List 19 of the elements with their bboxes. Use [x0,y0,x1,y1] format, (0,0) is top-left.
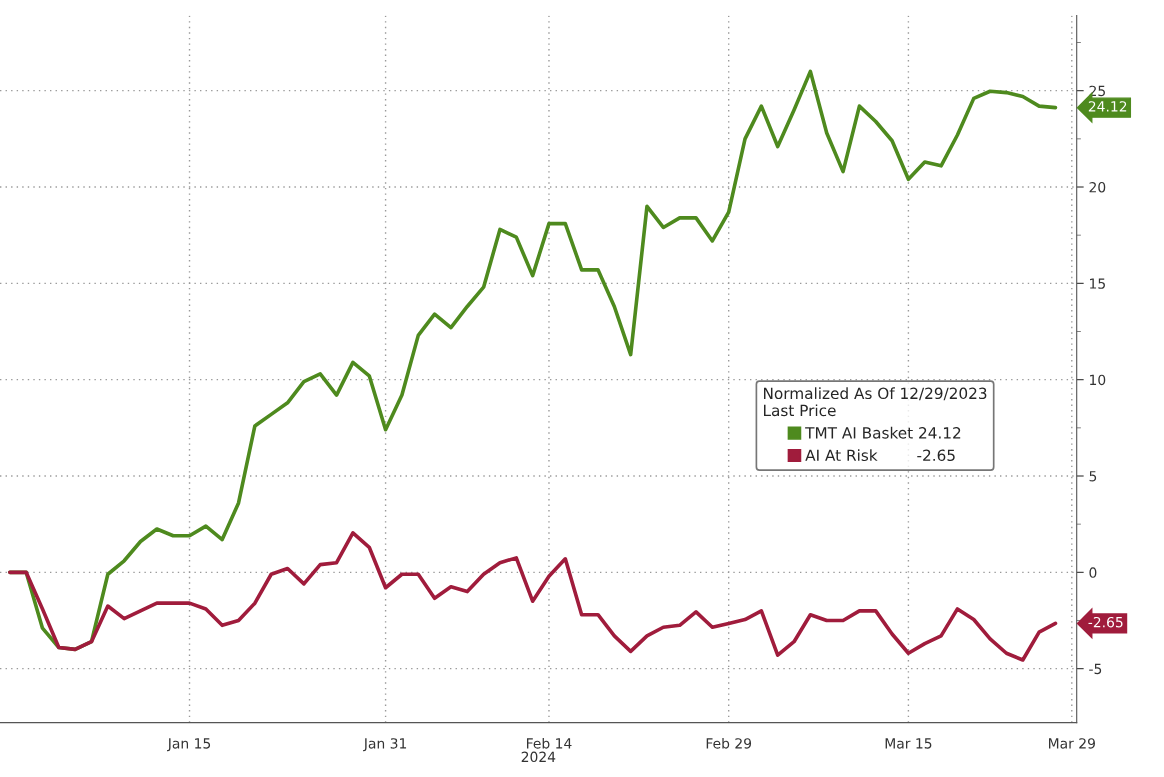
x-tick-label: Mar 15 [885,738,932,749]
x-tick-label: Mar 29 [1049,738,1095,749]
text: 24.12 [1088,101,1127,112]
y-tick-label: 0 [1089,567,1097,578]
line-series [7,531,1058,662]
y-tick-label: 20 [1089,181,1106,193]
x-axis-title: 2024 [521,751,556,763]
legend-label: TMT AI Basket 24.12 [805,426,961,439]
x-tick-label: Jan 31 [363,738,407,752]
x-tick-label: Feb 14 [527,737,572,749]
y-tick-label: 15 [1090,278,1105,289]
y-tick-label: 10 [1090,374,1106,386]
legend-title: Normalized As Of 12/29/2023 Last Price [764,387,987,417]
y-tick-label: 5 [1089,471,1097,482]
text: -2.65 [1088,616,1123,628]
x-tick-label: Jan 15 [167,738,211,752]
y-tick-label: -5 [1089,663,1102,675]
legend-label: AI At Risk -2.65 [805,449,955,462]
x-tick-label: Feb 29 [706,737,752,749]
